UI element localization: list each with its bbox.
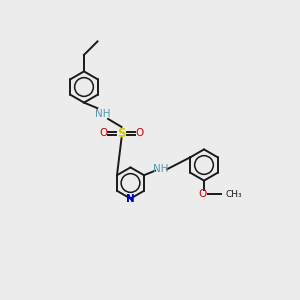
Text: S: S <box>117 127 126 140</box>
Text: NH: NH <box>95 109 110 118</box>
Text: O: O <box>135 128 144 139</box>
Text: CH₃: CH₃ <box>226 190 242 199</box>
Text: O: O <box>99 128 108 139</box>
Text: NH: NH <box>153 164 168 174</box>
Text: N: N <box>126 194 135 204</box>
Text: O: O <box>198 189 207 199</box>
